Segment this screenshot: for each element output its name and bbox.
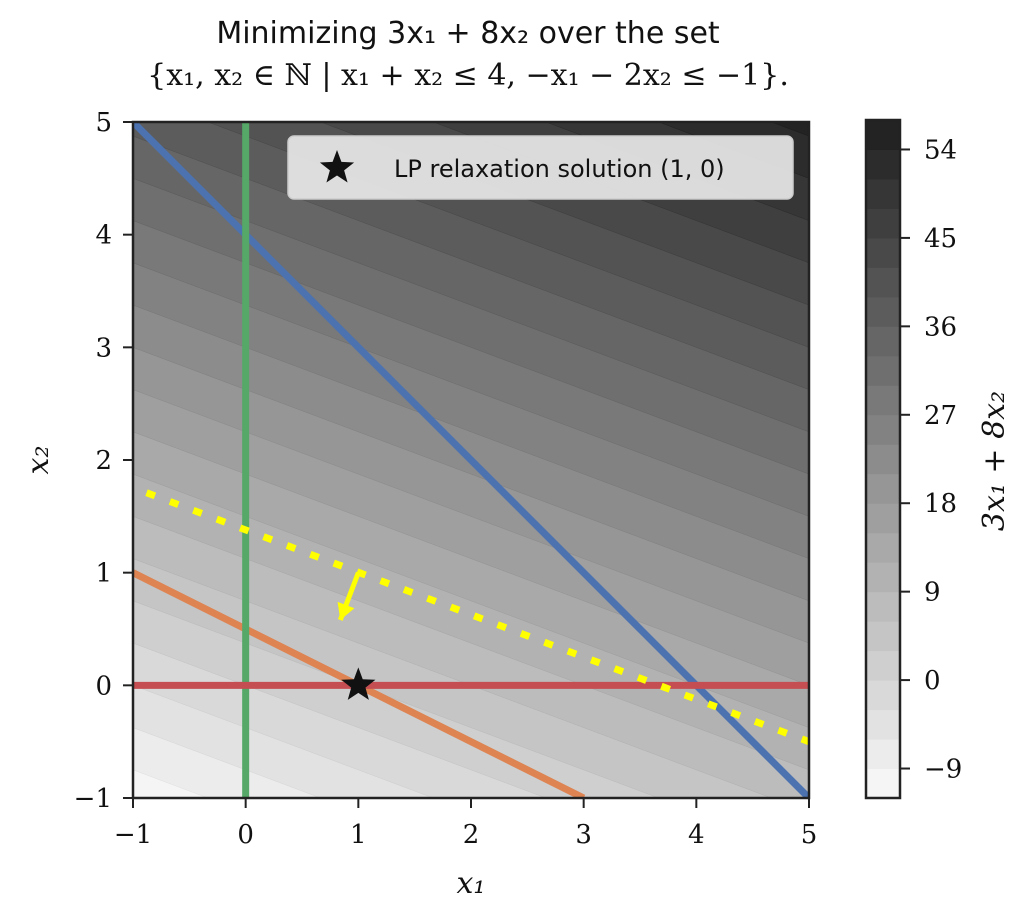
objective-arrow-head	[337, 601, 355, 620]
colorbar-band	[866, 208, 900, 239]
colorbar-band	[866, 267, 900, 298]
colorbar-band	[866, 680, 900, 711]
y-axis-label: x₂	[21, 446, 56, 475]
chart-title-line-2: {x₁, x₂ ∈ ℕ | x₁ + x₂ ≤ 4, −x₁ − 2x₂ ≤ −…	[147, 58, 789, 93]
objective-level-line	[145, 489, 809, 745]
colorbar-label: 3x₁ + 8x₂	[977, 391, 1012, 531]
colorbar-tick-label: 0	[924, 666, 941, 696]
colorbar-band	[866, 385, 900, 416]
colorbar-band	[866, 355, 900, 386]
legend-box	[287, 135, 794, 200]
solution-star-marker	[341, 667, 376, 700]
x-tick-label: 3	[575, 820, 592, 850]
colorbar-band	[866, 739, 900, 770]
colorbar-band	[866, 414, 900, 445]
contour-band	[771, 122, 809, 137]
contour-band	[133, 473, 809, 771]
x-tick-label: 4	[688, 820, 705, 850]
colorbar-ticks: −9 0 9 18 27 36 45 54	[900, 135, 962, 785]
colorbar-band	[866, 650, 900, 681]
y-tick-label: −1	[74, 784, 112, 814]
x-tick-label: −1	[114, 820, 152, 850]
x-tick-label: 2	[463, 820, 480, 850]
objective-direction	[145, 489, 809, 745]
contour-band	[133, 262, 809, 559]
colorbar-tick-label: 54	[924, 135, 957, 165]
y-tick-label: 3	[95, 333, 112, 363]
legend: LP relaxation solution (1, 0)	[287, 135, 794, 200]
legend-label: LP relaxation solution (1, 0)	[394, 155, 725, 183]
colorbar-band	[866, 120, 900, 150]
x-axis-label: x₁	[457, 866, 486, 901]
solution-layer	[341, 667, 376, 700]
colorbar-band	[866, 326, 900, 357]
y-tick-label: 4	[95, 221, 112, 251]
colorbar-band	[866, 237, 900, 268]
y-tick-label: 1	[95, 559, 112, 589]
colorbar-tick-label: 27	[924, 401, 957, 431]
y-tick-label: 5	[95, 108, 112, 138]
colorbar-tick-label: 9	[924, 578, 941, 608]
colorbar-tick-label: 18	[924, 489, 957, 519]
colorbar-band	[866, 768, 900, 799]
colorbar-tick-label: 36	[924, 312, 957, 342]
y-axis: −1 0 1 2 3 4 5	[74, 108, 133, 814]
contour-band	[133, 304, 809, 602]
contour-band	[133, 347, 809, 644]
legend-star-marker	[319, 150, 355, 183]
colorbar-band	[866, 591, 900, 622]
contour-band	[133, 431, 809, 728]
x-axis: −1 0 1 2 3 4 5	[114, 798, 817, 850]
x-tick-label: 0	[237, 820, 254, 850]
colorbar-band	[866, 149, 900, 180]
colorbar-band	[866, 296, 900, 327]
chart-title-line-1: Minimizing 3x₁ + 8x₂ over the set	[216, 16, 720, 51]
colorbar-band	[866, 444, 900, 475]
x-tick-label: 5	[801, 820, 818, 850]
colorbar-band	[866, 562, 900, 593]
colorbar-band	[866, 473, 900, 504]
colorbar: −9 0 9 18 27 36 45 54 3x₁ + 8x₂	[864, 118, 1012, 800]
x-tick-label: 1	[350, 820, 367, 850]
colorbar-tick-label: −9	[924, 755, 962, 785]
colorbar-band	[866, 503, 900, 534]
y-tick-label: 2	[95, 446, 112, 476]
colorbar-band	[866, 621, 900, 652]
colorbar-bands	[866, 120, 900, 799]
colorbar-band	[866, 532, 900, 563]
contour-band	[133, 389, 809, 686]
y-tick-label: 0	[95, 671, 112, 701]
contour-band	[133, 135, 809, 433]
colorbar-band	[866, 709, 900, 740]
colorbar-frame	[864, 118, 902, 800]
colorbar-tick-label: 45	[924, 224, 957, 254]
contour-band	[133, 178, 809, 475]
colorbar-band	[866, 178, 900, 209]
constraint-lines	[133, 122, 809, 798]
